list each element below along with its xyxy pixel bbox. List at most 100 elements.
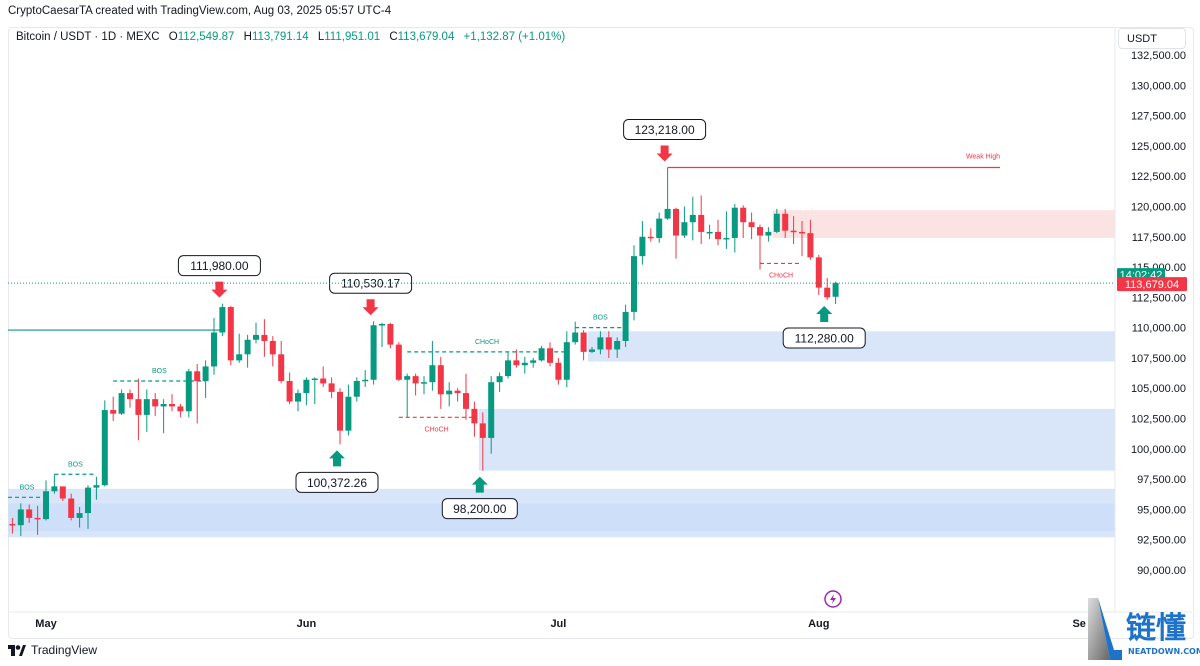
candle[interactable] [236, 333, 243, 363]
candle[interactable] [530, 357, 537, 368]
candle[interactable] [43, 480, 49, 521]
candle[interactable] [471, 401, 478, 437]
candle[interactable] [815, 254, 822, 295]
candle[interactable] [572, 321, 579, 345]
time-axis[interactable]: May Jun Jul Aug Se [35, 618, 1086, 630]
candle[interactable] [345, 384, 352, 436]
candle[interactable] [412, 373, 419, 396]
candle[interactable] [740, 205, 747, 238]
candle[interactable] [454, 388, 461, 402]
candle[interactable] [748, 212, 755, 240]
candle[interactable] [799, 221, 805, 257]
candle[interactable] [673, 207, 679, 259]
candle[interactable] [505, 351, 511, 379]
candle[interactable] [320, 366, 327, 388]
candle[interactable] [76, 507, 83, 528]
candle[interactable] [421, 376, 427, 395]
candle[interactable] [9, 517, 16, 534]
candle[interactable] [202, 360, 209, 398]
tradingview-logo[interactable]: TradingView [8, 643, 97, 657]
candle[interactable] [379, 322, 385, 348]
candle[interactable] [110, 396, 117, 421]
candle[interactable] [194, 364, 201, 424]
candle[interactable] [723, 211, 730, 249]
candle[interactable] [152, 393, 159, 417]
candle[interactable] [521, 356, 528, 374]
candle[interactable] [311, 377, 318, 404]
candle[interactable] [589, 347, 595, 354]
candle[interactable] [337, 388, 343, 445]
candle[interactable] [698, 195, 705, 245]
candle[interactable] [177, 403, 184, 418]
candle[interactable] [765, 227, 772, 242]
candle[interactable] [362, 370, 369, 388]
candle[interactable] [51, 474, 58, 494]
candle[interactable] [513, 349, 520, 368]
candle[interactable] [597, 331, 604, 355]
price-axis[interactable]: 132,500.00 130,000.00 127,500.00 125,000.00… [1131, 50, 1186, 577]
candle[interactable] [605, 331, 612, 358]
candle[interactable] [211, 317, 217, 375]
candle[interactable] [555, 357, 562, 385]
candle[interactable] [437, 356, 444, 409]
candle[interactable] [169, 394, 175, 412]
candle[interactable] [370, 321, 377, 385]
candle[interactable] [387, 322, 394, 349]
candle[interactable] [253, 322, 259, 344]
candle[interactable] [656, 212, 663, 243]
candle[interactable] [790, 216, 797, 245]
candle[interactable] [488, 376, 495, 454]
candle[interactable] [429, 340, 436, 391]
candle[interactable] [664, 167, 671, 220]
candle[interactable] [261, 319, 268, 357]
candle[interactable] [26, 504, 33, 523]
lightning-icon[interactable] [824, 590, 842, 608]
candle[interactable] [479, 412, 486, 471]
candle[interactable] [278, 340, 285, 384]
candle[interactable] [85, 485, 91, 529]
candle[interactable] [59, 486, 66, 501]
candle[interactable] [93, 476, 100, 500]
candle[interactable] [295, 389, 301, 412]
candle[interactable] [538, 345, 545, 362]
candle[interactable] [647, 228, 654, 242]
candle[interactable] [101, 400, 108, 487]
candle[interactable] [185, 368, 192, 418]
candle[interactable] [34, 505, 41, 535]
candle[interactable] [782, 208, 789, 238]
candle[interactable] [395, 342, 402, 381]
candle[interactable] [227, 305, 234, 366]
candle[interactable] [463, 373, 469, 420]
candle[interactable] [160, 399, 167, 434]
symbol-info[interactable]: Bitcoin / USDT · 1D · MEXC [16, 31, 160, 43]
candle[interactable] [807, 219, 814, 260]
candle[interactable] [404, 373, 411, 418]
candle[interactable] [622, 304, 629, 348]
candle[interactable] [446, 382, 453, 407]
candle[interactable] [286, 372, 293, 404]
currency-button[interactable]: USDT [1118, 28, 1186, 49]
candle[interactable] [731, 204, 738, 253]
candle[interactable] [127, 389, 133, 408]
candle[interactable] [681, 206, 688, 238]
candle[interactable] [580, 330, 587, 361]
candle[interactable] [496, 372, 503, 392]
candle[interactable] [219, 303, 226, 337]
candle[interactable] [135, 378, 142, 441]
candle[interactable] [328, 377, 335, 398]
candle[interactable] [547, 342, 553, 367]
candle[interactable] [143, 389, 150, 432]
candle[interactable] [303, 377, 310, 406]
candle[interactable] [689, 196, 696, 241]
candle[interactable] [706, 224, 713, 240]
candle[interactable] [118, 389, 125, 415]
candle[interactable] [757, 224, 763, 270]
candle[interactable] [824, 277, 831, 301]
candle[interactable] [639, 221, 646, 265]
candle[interactable] [563, 331, 570, 388]
candle[interactable] [68, 493, 75, 521]
candle[interactable] [269, 336, 276, 367]
candle[interactable] [17, 503, 24, 537]
candle[interactable] [353, 377, 360, 402]
